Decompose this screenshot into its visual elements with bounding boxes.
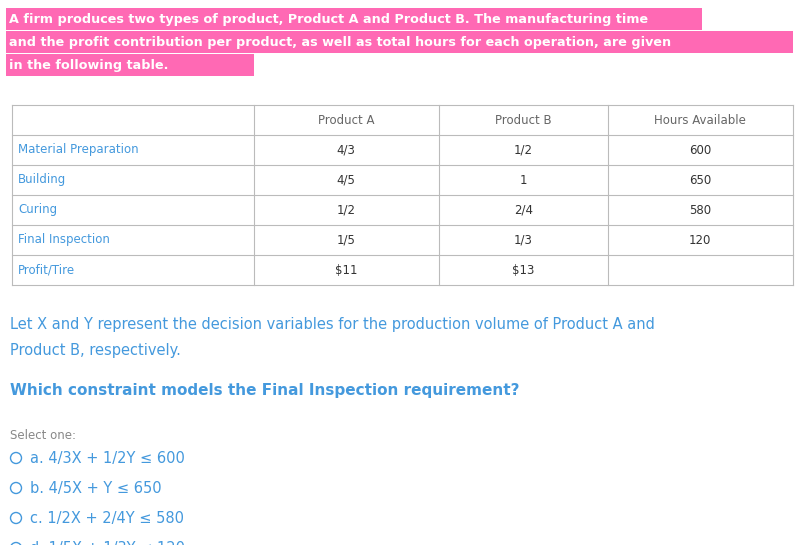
Text: 1/3: 1/3 (514, 233, 533, 246)
Text: 1/5: 1/5 (336, 233, 356, 246)
Text: Select one:: Select one: (10, 429, 76, 442)
FancyBboxPatch shape (6, 8, 702, 30)
Text: 1: 1 (519, 173, 527, 186)
Text: b. 4/5X + Y ≤ 650: b. 4/5X + Y ≤ 650 (30, 481, 162, 495)
FancyBboxPatch shape (6, 31, 793, 53)
Text: in the following table.: in the following table. (9, 59, 168, 72)
Text: 1/2: 1/2 (336, 203, 356, 216)
Text: A firm produces two types of product, Product A and Product B. The manufacturing: A firm produces two types of product, Pr… (9, 14, 648, 27)
Text: 600: 600 (689, 143, 712, 156)
Text: c. 1/2X + 2/4Y ≤ 580: c. 1/2X + 2/4Y ≤ 580 (30, 511, 184, 525)
FancyBboxPatch shape (6, 54, 254, 76)
Text: Profit/Tire: Profit/Tire (18, 263, 75, 276)
Text: 120: 120 (689, 233, 712, 246)
Text: Curing: Curing (18, 203, 57, 216)
Text: a. 4/3X + 1/2Y ≤ 600: a. 4/3X + 1/2Y ≤ 600 (30, 451, 185, 465)
Text: Which constraint models the Final Inspection requirement?: Which constraint models the Final Inspec… (10, 383, 519, 398)
Text: 4/5: 4/5 (336, 173, 356, 186)
Text: 650: 650 (689, 173, 712, 186)
Text: Product A: Product A (318, 113, 374, 126)
Text: 2/4: 2/4 (514, 203, 533, 216)
Text: $11: $11 (335, 263, 357, 276)
Text: d. 1/5X + 1/3Y ≤ 120: d. 1/5X + 1/3Y ≤ 120 (30, 541, 185, 545)
Text: Hours Available: Hours Available (654, 113, 746, 126)
Text: Let X and Y represent the decision variables for the production volume of Produc: Let X and Y represent the decision varia… (10, 317, 655, 332)
Text: Final Inspection: Final Inspection (18, 233, 110, 246)
Text: 1/2: 1/2 (514, 143, 533, 156)
Text: Product B, respectively.: Product B, respectively. (10, 343, 181, 358)
Text: 580: 580 (689, 203, 712, 216)
Text: Product B: Product B (495, 113, 551, 126)
Text: Material Preparation: Material Preparation (18, 143, 138, 156)
Text: and the profit contribution per product, as well as total hours for each operati: and the profit contribution per product,… (9, 37, 671, 50)
Text: 4/3: 4/3 (336, 143, 356, 156)
Text: $13: $13 (512, 263, 535, 276)
Text: Building: Building (18, 173, 66, 186)
